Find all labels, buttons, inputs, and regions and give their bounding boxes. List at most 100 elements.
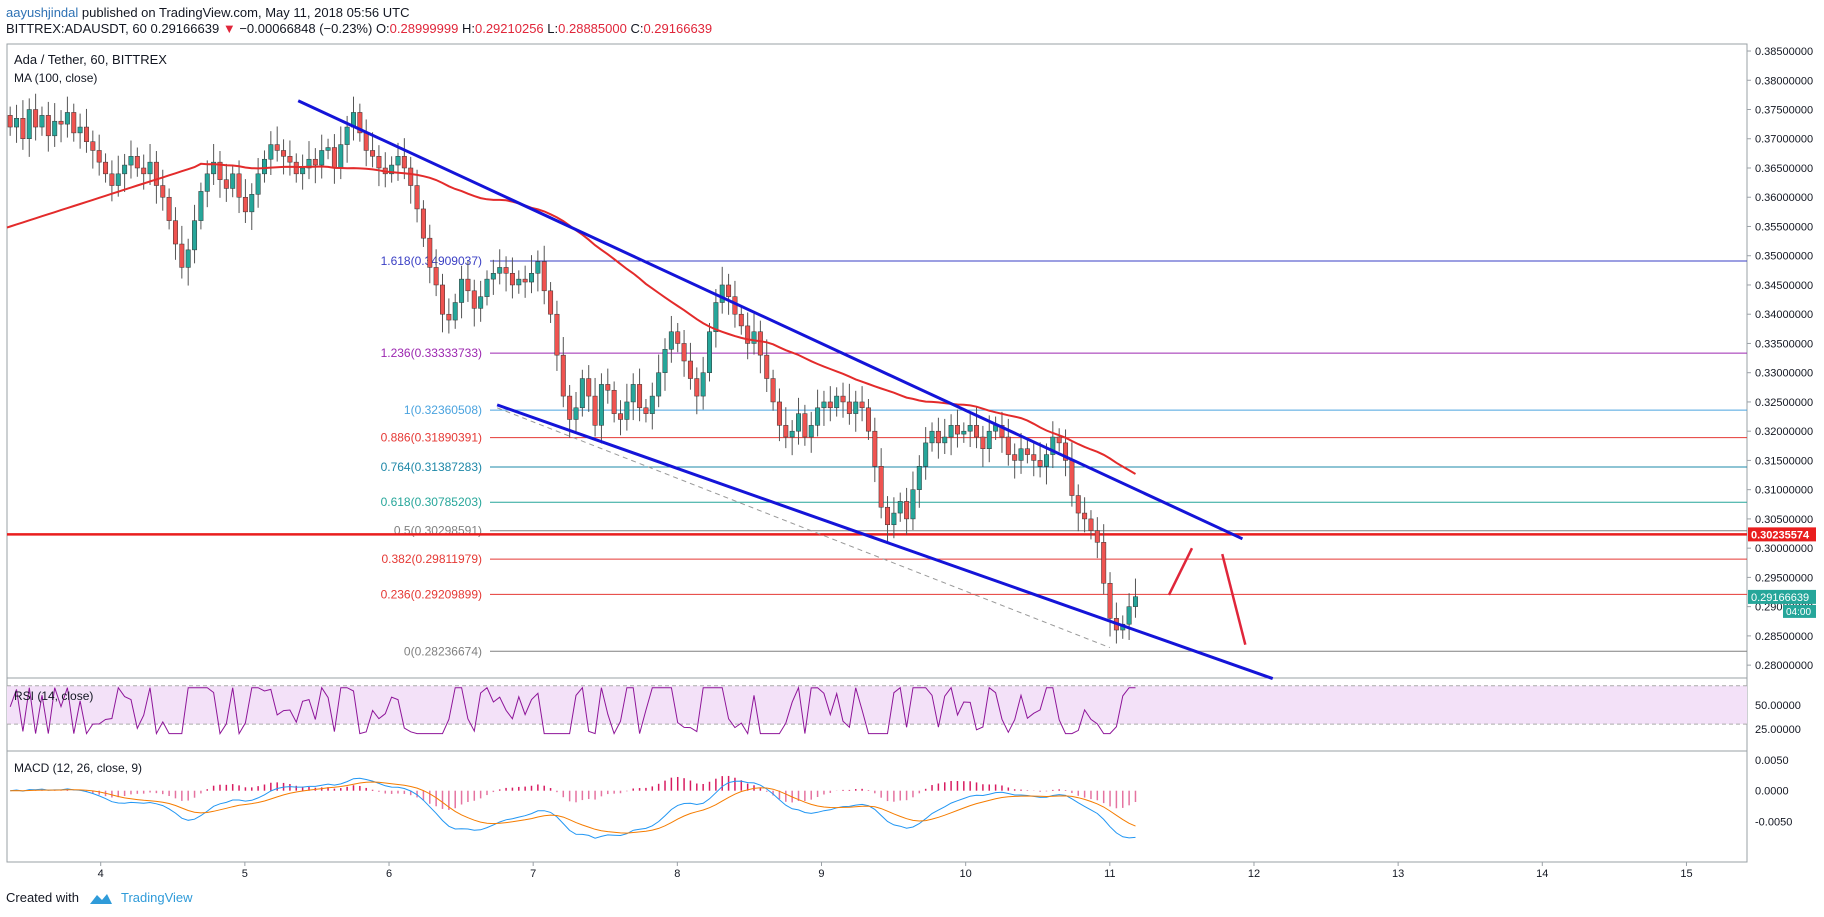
candle-body xyxy=(262,158,267,175)
macd-tick-label: 0.0050 xyxy=(1755,755,1789,767)
dashed-trend-line xyxy=(496,407,1110,649)
price-tick-label: 0.33000000 xyxy=(1755,368,1813,380)
open-value: 0.28999999 xyxy=(389,21,459,36)
candle-body xyxy=(490,273,496,280)
candle-body xyxy=(211,161,217,175)
fib-level-label: 0.618(0.30785203) xyxy=(381,495,482,509)
drawings xyxy=(297,99,1274,680)
price-change: −0.00066848 (−0.23%) xyxy=(239,21,373,36)
time-tick-label: 11 xyxy=(1104,868,1115,880)
tradingview-link[interactable]: TradingView xyxy=(120,890,193,905)
candle-body xyxy=(166,196,172,221)
candle-body xyxy=(865,407,871,432)
footer: Created with TradingView xyxy=(6,890,193,906)
price-tick-label: 0.28000000 xyxy=(1755,660,1813,672)
price-tick-label: 0.28500000 xyxy=(1755,631,1813,643)
resistance-price-label: 0.30235574 xyxy=(1751,529,1810,541)
candle-body xyxy=(598,384,604,426)
time-tick-label: 10 xyxy=(960,868,972,880)
symbol-info: BITTREX:ADAUSDT, 60 0.29166639 ▼ −0.0006… xyxy=(6,21,712,36)
candle-body xyxy=(624,401,630,420)
candle-body xyxy=(649,395,655,414)
candle-body xyxy=(560,354,566,397)
candle-body xyxy=(268,144,274,160)
candle-body xyxy=(745,325,751,344)
author-link[interactable]: aayushjindal xyxy=(6,5,79,20)
channel-upper-line xyxy=(297,99,1244,541)
candle-body xyxy=(802,413,808,438)
candle-body xyxy=(465,278,471,292)
resistance-price-tag xyxy=(1748,527,1816,542)
candle-body xyxy=(656,372,662,397)
fibonacci-levels: 1.618(0.34909037)1.236(0.33333733)1(0.32… xyxy=(7,254,1747,658)
candle-body xyxy=(904,501,910,520)
candle-body xyxy=(497,267,503,274)
candle-body xyxy=(325,147,331,151)
candle-body xyxy=(776,401,782,426)
rsi-tick-label: 25.00000 xyxy=(1755,724,1801,736)
candle-body xyxy=(1132,596,1138,607)
candle-body xyxy=(954,425,960,435)
candle-body xyxy=(948,425,954,438)
candle-body xyxy=(1031,454,1037,461)
open-label: O: xyxy=(375,21,390,36)
candle-body xyxy=(242,196,248,213)
tradingview-logo-icon xyxy=(89,893,112,904)
price-tick-label: 0.38500000 xyxy=(1755,46,1813,58)
candle-body xyxy=(185,249,191,268)
price-tick-label: 0.30000000 xyxy=(1755,543,1813,555)
candle-body xyxy=(446,313,452,321)
candle-body xyxy=(433,267,439,286)
candle-body xyxy=(1024,448,1030,455)
candle-body xyxy=(427,237,433,268)
candle-body xyxy=(1088,518,1094,531)
candle-body xyxy=(751,331,757,344)
low-label: L: xyxy=(547,21,559,36)
price-tick-label: 0.31500000 xyxy=(1755,455,1813,467)
candle-body xyxy=(1018,448,1024,461)
candle-body xyxy=(935,430,941,444)
candle-body xyxy=(999,425,1005,438)
candle-body xyxy=(567,395,573,420)
ma-100-line xyxy=(6,162,1137,475)
candle-body xyxy=(942,436,948,444)
candle-body xyxy=(420,208,426,239)
candle-body xyxy=(872,430,878,467)
candle-body xyxy=(471,290,477,309)
candle-body xyxy=(319,150,325,166)
candle-body xyxy=(223,179,229,189)
projection-down-line xyxy=(1221,553,1247,645)
candle-body xyxy=(414,185,420,210)
candle-body xyxy=(668,331,674,350)
candles xyxy=(7,93,1138,644)
candle-body xyxy=(1126,606,1132,625)
candle-body xyxy=(408,167,414,186)
candle-body xyxy=(45,115,51,137)
candle-body xyxy=(452,302,458,321)
candle-body xyxy=(134,156,140,169)
time-tick-label: 13 xyxy=(1392,868,1404,880)
candle-body xyxy=(1005,436,1011,455)
candle-body xyxy=(579,378,585,409)
ma-label: MA (100, close) xyxy=(14,71,97,85)
symbol-name: BITTREX:ADAUSDT, 60 xyxy=(6,21,147,36)
candle-body xyxy=(204,173,210,192)
price-tick-label: 0.35000000 xyxy=(1755,251,1813,263)
candle-body xyxy=(173,220,178,245)
candle-body xyxy=(961,430,967,435)
candle-body xyxy=(853,401,859,414)
candle-body xyxy=(554,313,560,356)
time-tick-label: 7 xyxy=(530,868,536,880)
candle-body xyxy=(592,395,598,426)
candle-body xyxy=(357,112,363,134)
price-tick-label: 0.34500000 xyxy=(1755,280,1813,292)
candle-body xyxy=(52,120,58,137)
candle-body xyxy=(885,506,890,526)
candle-body xyxy=(796,413,801,432)
fib-level-label: 0.764(0.31387283) xyxy=(381,460,482,474)
candle-body xyxy=(897,501,903,514)
candle-body xyxy=(141,167,147,175)
candle-body xyxy=(974,425,980,438)
price-tick-label: 0.37000000 xyxy=(1755,134,1813,146)
